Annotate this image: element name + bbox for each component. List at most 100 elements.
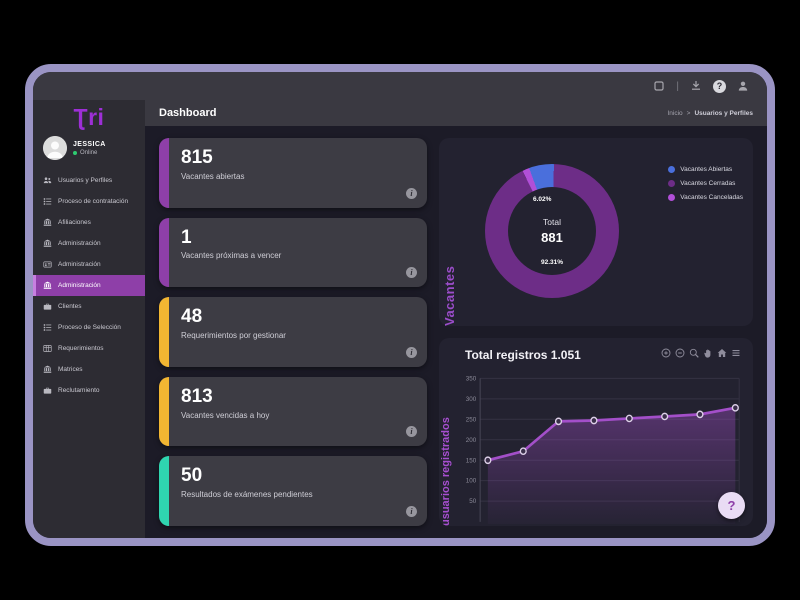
donut-slice-label-abiertas: 6.02% (533, 196, 552, 203)
sidebar-item-usuarios-y-perfiles[interactable]: Usuarios y Perfiles (33, 170, 145, 191)
app-logo: Ʈri (73, 104, 105, 130)
help-circle-icon[interactable]: ? (713, 79, 726, 93)
legend-dot (668, 166, 676, 173)
breadcrumb-home[interactable]: Inicio (667, 109, 683, 117)
line-chart-ylabel: usuarios registrados (440, 417, 452, 526)
card-value: 1 (181, 226, 192, 248)
sidebar-item-administracion-3[interactable]: Administración (33, 275, 145, 296)
card-accent-bar (159, 456, 169, 526)
card-accent-bar (159, 297, 169, 367)
donut-axis-title: Vacantes (442, 265, 457, 326)
stat-card: 48 Requerimientos por gestionar i (159, 297, 427, 367)
line-chart-title: Total registros 1.051 (465, 348, 581, 362)
bank-icon (43, 239, 52, 248)
bank-icon (43, 218, 52, 227)
home-icon[interactable] (717, 348, 727, 358)
sidebar-item-label: Administración (58, 282, 101, 289)
data-point-2 (519, 447, 527, 456)
card-value: 50 (181, 465, 203, 487)
donut-chart: Total 881 6.02% 92.31% (485, 164, 619, 298)
data-point-6 (661, 412, 669, 421)
list-icon (43, 323, 52, 332)
registros-line-panel: Total registros 1.051 usuarios registrad… (439, 338, 753, 526)
list-icon (43, 197, 52, 206)
sidebar-item-label: Administración (58, 240, 101, 247)
card-value: 813 (181, 385, 213, 407)
bank-icon (43, 365, 52, 374)
pan-icon[interactable] (703, 348, 713, 358)
stat-card: 813 Vacantes vencidas a hoy i (159, 376, 427, 447)
sidebar-item-reclutamiento[interactable]: Reclutamiento (33, 380, 145, 401)
sidebar-item-proceso-de-seleccion[interactable]: Proceso de Selección (33, 317, 145, 338)
app-window: |? Ʈri JESSICA Online Usuario (25, 64, 775, 546)
user-status: Online (73, 150, 106, 156)
sidebar-item-clientes[interactable]: Clientes (33, 296, 145, 317)
sidebar-item-administracion-2[interactable]: Administración (33, 254, 145, 275)
svg-text:150: 150 (466, 457, 477, 464)
svg-text:50: 50 (469, 498, 476, 505)
card-label: Resultados de exámenes pendientes (181, 490, 313, 500)
page-title: Dashboard (159, 107, 217, 119)
users-icon (43, 176, 52, 185)
sidebar-item-matrices[interactable]: Matrices (33, 359, 145, 380)
sidebar-item-administracion[interactable]: Administración (33, 233, 145, 254)
table-icon (43, 344, 52, 353)
sidebar-menu: Usuarios y Perfiles Proceso de contrataci… (33, 170, 145, 401)
sidebar-item-proceso-de-contratacion[interactable]: Proceso de contratación (33, 191, 145, 212)
chart-toolbar (661, 348, 741, 358)
legend-dot (668, 180, 676, 187)
square-icon[interactable] (653, 80, 665, 92)
user-profile: JESSICA Online (33, 133, 145, 168)
sidebar-item-label: Clientes (58, 303, 82, 310)
window-body: Ʈri JESSICA Online Usuarios y Perfiles Pr… (33, 100, 767, 538)
breadcrumb: Inicio > Usuarios y Perfiles (667, 110, 753, 117)
info-icon[interactable]: i (406, 346, 417, 358)
sidebar-item-label: Matrices (58, 366, 83, 373)
svg-text:200: 200 (466, 437, 477, 444)
user-icon[interactable] (737, 80, 749, 92)
zoom-in-icon[interactable] (661, 348, 671, 358)
info-icon[interactable]: i (406, 426, 417, 438)
sidebar-item-requerimientos[interactable]: Requerimientos (33, 338, 145, 359)
data-point-1 (484, 456, 492, 465)
dashboard-content: 815 Vacantes abiertas i 1 Vacantes próximas … (145, 126, 767, 538)
help-button[interactable]: ? (718, 492, 745, 519)
info-icon[interactable]: i (406, 187, 417, 199)
data-point-4 (590, 416, 598, 425)
stat-card: 815 Vacantes abiertas i (159, 138, 427, 208)
info-icon[interactable]: i (406, 267, 417, 279)
user-name: JESSICA (73, 140, 106, 148)
stat-card: 1 Vacantes próximas a vencer i (159, 217, 427, 288)
sidebar-item-afiliaciones[interactable]: Afiliaciones (33, 212, 145, 233)
donut-slice-label-cerradas: 92.31% (540, 259, 564, 266)
magnifier-icon[interactable] (689, 348, 699, 358)
info-icon[interactable]: i (406, 505, 417, 517)
download-icon[interactable] (690, 80, 702, 92)
card-label: Vacantes abiertas (181, 171, 245, 181)
donut-total-value: 881 (541, 230, 563, 245)
window-topbar: |? (33, 72, 767, 100)
line-chart-svg: 350 300 250 200 150 100 50 (466, 375, 740, 524)
card-label: Vacantes próximas a vencer (181, 251, 282, 261)
sidebar-item-label: Afiliaciones (58, 219, 91, 226)
breadcrumb-separator: > (686, 109, 691, 117)
card-label: Requerimientos por gestionar (181, 331, 286, 341)
legend-item[interactable]: Vacantes Canceladas (668, 194, 743, 201)
line-chart: 350 300 250 200 150 100 50 (455, 368, 745, 524)
donut-center: Total 881 (508, 187, 596, 275)
card-value: 815 (181, 147, 213, 168)
page-header: Dashboard Inicio > Usuarios y Perfiles (145, 100, 767, 126)
legend-item[interactable]: Vacantes Abiertas (668, 166, 743, 173)
menu-icon[interactable] (731, 348, 741, 358)
briefcase-icon (43, 302, 52, 311)
bank-icon (43, 281, 52, 290)
zoom-out-icon[interactable] (675, 348, 685, 358)
user-meta: JESSICA Online (73, 141, 106, 156)
legend-label: Vacantes Canceladas (680, 194, 743, 201)
legend-item[interactable]: Vacantes Cerradas (668, 180, 743, 187)
sidebar: Ʈri JESSICA Online Usuarios y Perfiles Pr… (33, 100, 145, 538)
online-dot (73, 150, 77, 155)
sidebar-item-label: Administración (58, 261, 101, 268)
sidebar-item-label: Proceso de Selección (58, 324, 121, 331)
legend-dot (668, 194, 676, 201)
